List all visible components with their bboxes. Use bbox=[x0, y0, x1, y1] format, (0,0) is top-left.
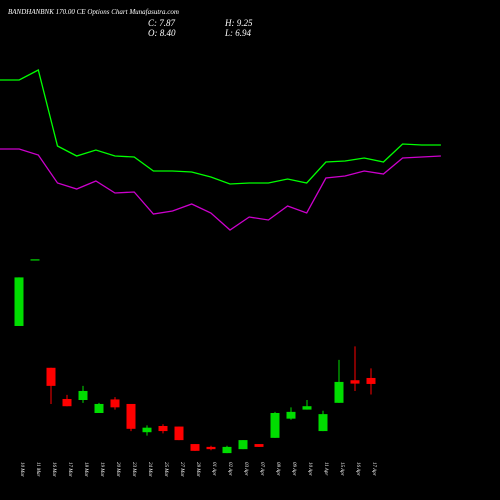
candle-body bbox=[334, 381, 344, 403]
candle-body bbox=[30, 259, 40, 261]
x-tick-label: 02 Apr bbox=[227, 462, 232, 476]
candle-body bbox=[366, 377, 376, 384]
x-tick-label: 17 Apr bbox=[371, 462, 376, 476]
candle-body bbox=[94, 403, 104, 413]
indicator-line bbox=[0, 148, 441, 231]
x-tick-label: 09 Apr bbox=[291, 462, 296, 476]
candle-body bbox=[190, 444, 200, 451]
x-tick-label: 28 Mar bbox=[195, 462, 200, 477]
candle-body bbox=[14, 277, 24, 326]
chart-title: BANDHANBNK 170.00 CE Options Chart Munaf… bbox=[8, 8, 179, 16]
candle-body bbox=[350, 380, 360, 384]
high-label: H: 9.25 bbox=[224, 18, 253, 28]
candle-body bbox=[270, 412, 280, 438]
close-label: C: 7.87 bbox=[148, 18, 176, 28]
x-tick-label: 24 Mar bbox=[147, 462, 152, 477]
x-tick-label: 19 Mar bbox=[99, 462, 104, 477]
low-label: L: 6.94 bbox=[224, 28, 252, 38]
x-tick-label: 11 Mar bbox=[35, 462, 40, 477]
x-tick-label: 15 Apr bbox=[339, 462, 344, 476]
x-tick-label: 01 Apr bbox=[211, 462, 216, 476]
candle-body bbox=[302, 406, 312, 410]
candle-body bbox=[126, 403, 136, 429]
x-tick-label: 10 Mar bbox=[19, 462, 24, 477]
candle-body bbox=[174, 426, 184, 441]
candle-body bbox=[62, 398, 72, 407]
x-tick-label: 17 Mar bbox=[67, 462, 72, 477]
x-tick-label: 03 Apr bbox=[243, 462, 248, 476]
open-label: O: 8.40 bbox=[148, 28, 176, 38]
candle-body bbox=[78, 390, 88, 400]
x-tick-label: 07 Apr bbox=[259, 462, 264, 476]
candle-body bbox=[110, 399, 120, 408]
candle-body bbox=[158, 425, 168, 432]
candle-body bbox=[286, 411, 296, 419]
candle-body bbox=[318, 414, 328, 432]
x-tick-label: 18 Mar bbox=[83, 462, 88, 477]
candle-body bbox=[142, 427, 152, 433]
candle-body bbox=[238, 440, 248, 450]
x-tick-label: 16 Mar bbox=[51, 462, 56, 477]
x-tick-label: 27 Mar bbox=[179, 462, 184, 477]
x-tick-label: 23 Mar bbox=[131, 462, 136, 477]
candle-body bbox=[222, 446, 232, 454]
x-tick-label: 20 Mar bbox=[115, 462, 120, 477]
x-tick-label: 16 Apr bbox=[355, 462, 360, 476]
x-tick-label: 11 Apr bbox=[323, 462, 328, 475]
candle-body bbox=[46, 367, 56, 386]
x-tick-label: 10 Apr bbox=[307, 462, 312, 476]
indicator-line bbox=[0, 69, 441, 185]
x-tick-label: 25 Mar bbox=[163, 462, 168, 477]
x-tick-label: 08 Apr bbox=[275, 462, 280, 476]
candle-body bbox=[206, 446, 216, 450]
candle-body bbox=[254, 444, 264, 447]
